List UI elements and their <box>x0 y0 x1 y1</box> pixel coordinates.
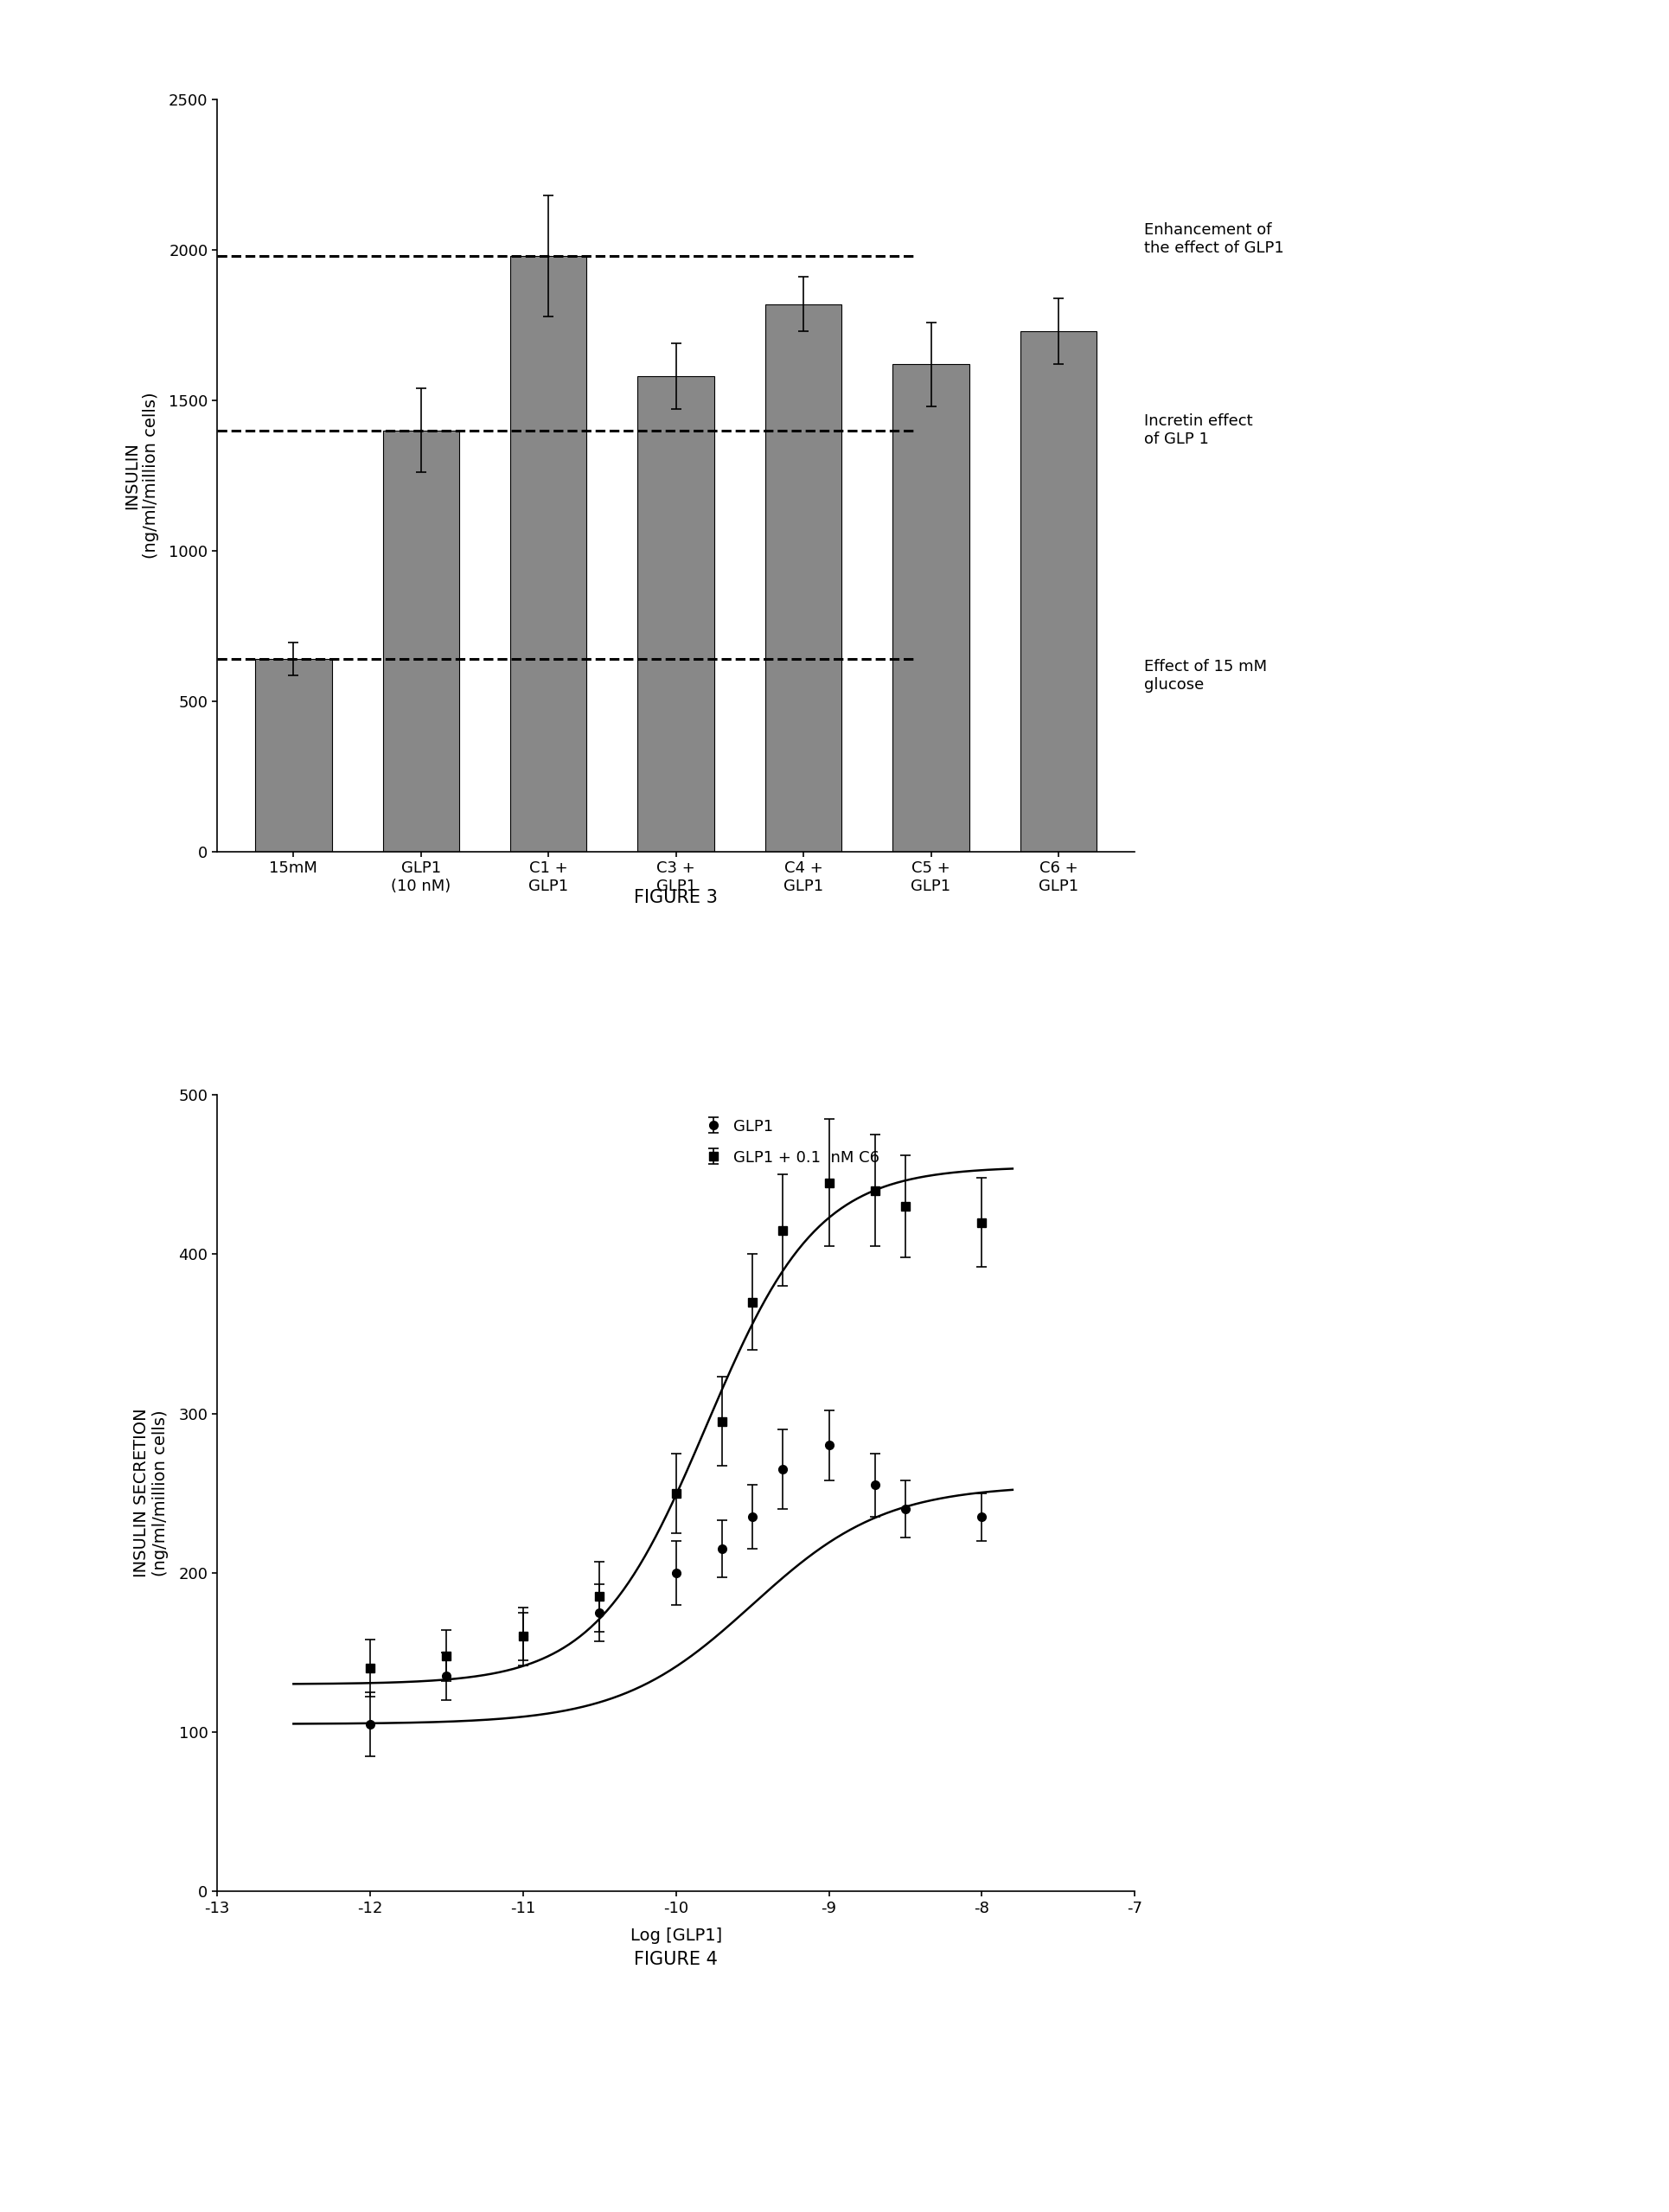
Y-axis label: INSULIN
(ng/ml/million cells): INSULIN (ng/ml/million cells) <box>124 392 159 560</box>
Bar <box>255 659 332 852</box>
Bar <box>764 303 841 852</box>
Bar <box>893 365 970 852</box>
Text: Effect of 15 mM
glucose: Effect of 15 mM glucose <box>1145 659 1267 692</box>
Bar <box>1020 332 1097 852</box>
Bar <box>382 431 459 852</box>
Text: Enhancement of
the effect of GLP1: Enhancement of the effect of GLP1 <box>1145 223 1283 257</box>
X-axis label: Log [GLP1]: Log [GLP1] <box>631 1929 721 1944</box>
Text: FIGURE 3: FIGURE 3 <box>634 889 718 907</box>
Y-axis label: INSULIN SECRETION
(ng/ml/million cells): INSULIN SECRETION (ng/ml/million cells) <box>134 1409 169 1577</box>
Legend: GLP1, GLP1 + 0.1  nM C6: GLP1, GLP1 + 0.1 nM C6 <box>703 1119 880 1166</box>
Text: FIGURE 4: FIGURE 4 <box>634 1951 718 1969</box>
Text: Incretin effect
of GLP 1: Incretin effect of GLP 1 <box>1145 414 1253 447</box>
Bar <box>638 376 714 852</box>
Bar <box>511 257 587 852</box>
